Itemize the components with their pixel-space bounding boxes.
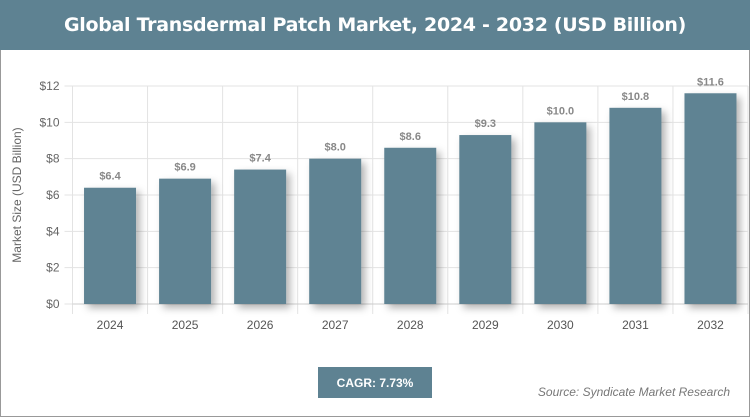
x-tick-label: 2031 [622, 318, 649, 332]
x-tick-label: 2027 [322, 318, 349, 332]
bar [159, 178, 212, 304]
bar [684, 93, 737, 305]
y-tick-label: $8 [46, 152, 60, 166]
data-label: $8.0 [324, 142, 345, 154]
x-tick-label: 2024 [97, 318, 124, 332]
y-tick-label: $4 [46, 224, 60, 238]
bar [234, 169, 287, 304]
y-tick-label: $10 [39, 115, 59, 129]
data-label: $9.3 [475, 118, 496, 130]
x-tick-label: 2030 [547, 318, 574, 332]
data-label: $10.8 [622, 91, 650, 103]
y-tick-label: $6 [46, 188, 60, 202]
x-tick-label: 2029 [472, 318, 499, 332]
data-label: $6.4 [99, 171, 121, 183]
data-label: $7.4 [249, 153, 271, 165]
x-tick-label: 2032 [697, 318, 724, 332]
data-label: $10.0 [547, 105, 575, 117]
y-tick-label: $2 [46, 261, 60, 275]
y-axis-label: Market Size (USD Billion) [10, 127, 24, 262]
bar [309, 158, 362, 304]
bar [384, 147, 437, 304]
data-label: $6.9 [174, 162, 195, 174]
x-tick-label: 2025 [172, 318, 199, 332]
x-tick-label: 2026 [247, 318, 274, 332]
x-tick-label: 2028 [397, 318, 424, 332]
bar [534, 122, 587, 304]
y-tick-label: $0 [46, 297, 60, 311]
chart-title: Global Transdermal Patch Market, 2024 - … [0, 0, 750, 50]
bar [459, 135, 512, 304]
source-note: Source: Syndicate Market Research [537, 385, 730, 399]
data-label: $11.6 [697, 76, 724, 88]
data-label: $8.6 [400, 131, 421, 143]
cagr-badge: CAGR: 7.73% [318, 367, 432, 398]
y-tick-label: $12 [39, 79, 59, 93]
bar [609, 107, 662, 304]
bar [84, 187, 137, 304]
